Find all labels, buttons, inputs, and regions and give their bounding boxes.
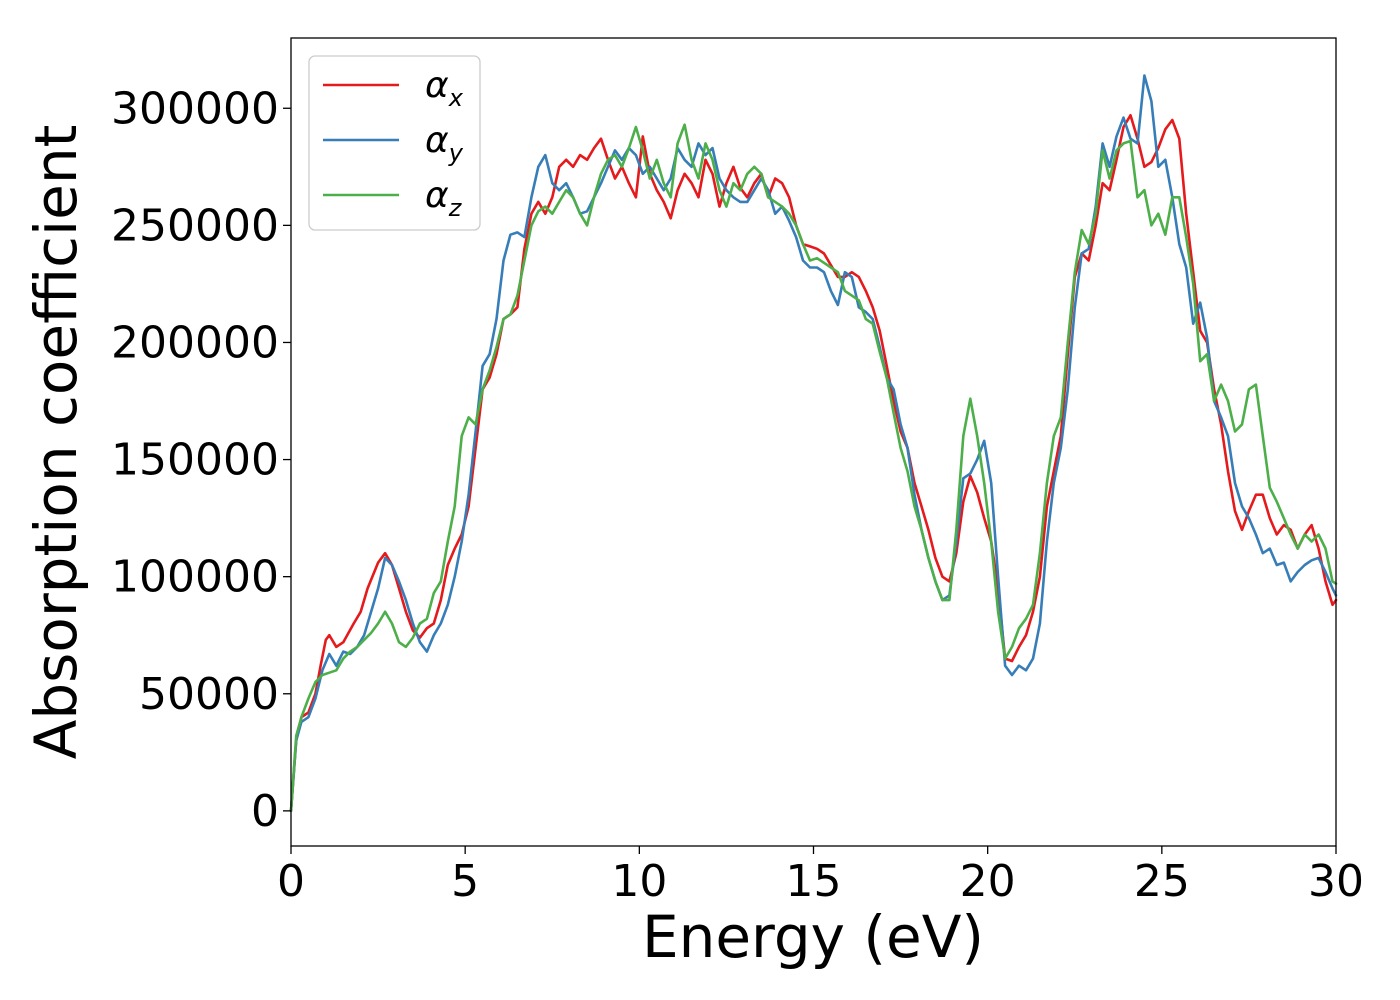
legend: αx αy αz xyxy=(308,55,481,231)
y-tick-label: 0 xyxy=(251,786,279,837)
y-axis-title: Absorption coefficient xyxy=(22,125,90,760)
y-tick-label: 200000 xyxy=(111,317,279,368)
x-tick-label: 30 xyxy=(1308,856,1364,907)
x-tick-label: 10 xyxy=(611,856,667,907)
x-tick-label: 15 xyxy=(786,856,842,907)
x-tick-label: 5 xyxy=(451,856,479,907)
legend-box xyxy=(308,55,481,231)
series-line-z xyxy=(289,123,1338,813)
y-tick-label: 300000 xyxy=(111,83,279,134)
legend-label-y: αy xyxy=(425,120,464,167)
y-tick-label: 50000 xyxy=(139,669,279,720)
x-tick-label: 25 xyxy=(1134,856,1190,907)
y-tick-label: 150000 xyxy=(111,435,279,486)
legend-label-z: αz xyxy=(425,175,463,222)
y-axis: 0 50000 100000 150000 200000 250000 300000 xyxy=(111,83,291,837)
series-layer xyxy=(289,74,1338,813)
x-tick-label: 0 xyxy=(277,856,305,907)
x-axis-title: Energy (eV) xyxy=(642,903,984,971)
x-axis: 0 5 10 15 20 25 30 xyxy=(277,846,1364,907)
legend-label-x: αx xyxy=(425,65,464,112)
series-line-y xyxy=(289,74,1338,813)
x-tick-label: 20 xyxy=(960,856,1016,907)
y-tick-label: 100000 xyxy=(111,552,279,603)
y-tick-label: 250000 xyxy=(111,200,279,251)
